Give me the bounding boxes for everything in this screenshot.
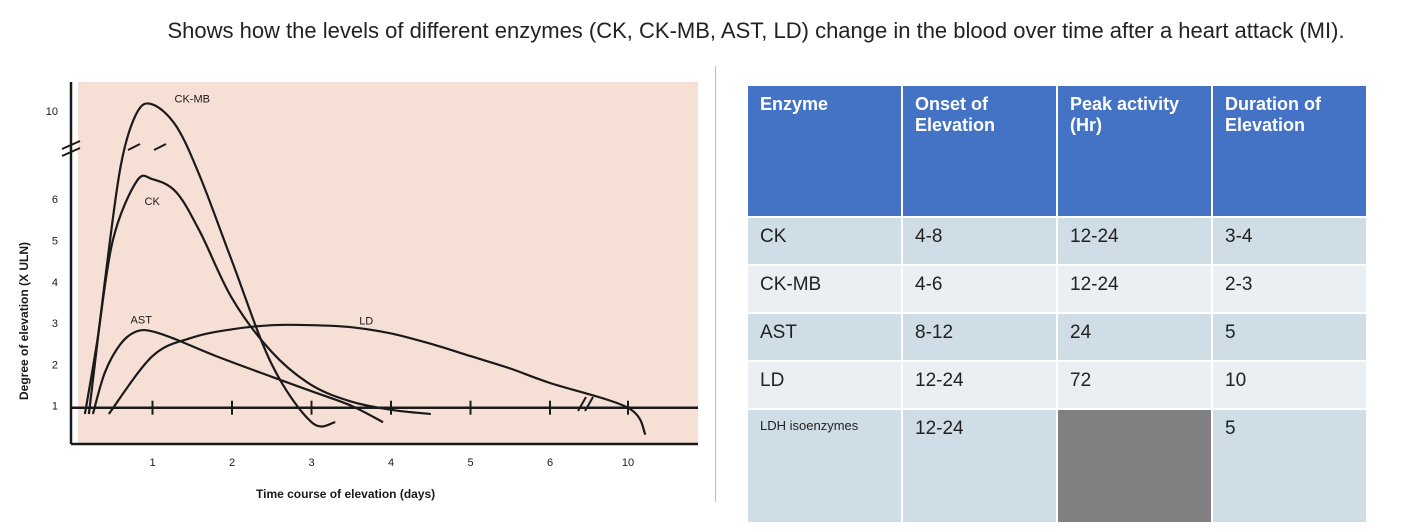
table-row: LD 12-24 72 10: [746, 360, 1368, 410]
cell-peak: 12-24: [1056, 216, 1213, 266]
series-line-ck-mb: [87, 102, 336, 428]
cell-peak: 24: [1056, 312, 1213, 362]
y-tick-label: 2: [52, 359, 58, 371]
cell-enzyme: LDH isoenzymes: [746, 408, 903, 524]
series-line-ast: [91, 328, 384, 424]
x-tick-label: 6: [547, 457, 553, 469]
y-tick-label: 1: [52, 401, 58, 413]
cell-onset: 4-8: [901, 216, 1058, 266]
x-tick-label: 3: [308, 457, 314, 469]
cell-peak: 72: [1056, 360, 1213, 410]
y-tick-label: 10: [46, 106, 58, 118]
x-axis-break-mark: [584, 396, 594, 412]
cell-onset: 8-12: [901, 312, 1058, 362]
table-row: CK-MB 4-6 12-24 2-3: [746, 264, 1368, 314]
y-tick-label: 3: [52, 318, 58, 330]
enzyme-elevation-chart: CK-MB CK AST LD 1 2 3 4 5 6 10 1 2 3 4 5 6 10 Time cours…: [17, 82, 698, 501]
col-header-onset: Onset of Elevation: [901, 84, 1058, 218]
series-label-ld: LD: [359, 315, 373, 327]
y-tick-label: 4: [52, 277, 58, 289]
table-row: LDH isoenzymes 12-24 5: [746, 408, 1368, 524]
panel-divider: [715, 66, 716, 502]
curve-break-mark: [153, 143, 167, 151]
cell-duration: 3-4: [1211, 216, 1368, 266]
series-label-ast: AST: [131, 314, 153, 326]
cell-duration: 2-3: [1211, 264, 1368, 314]
col-header-peak: Peak activity (Hr): [1056, 84, 1213, 218]
cell-enzyme: LD: [746, 360, 903, 410]
y-axis-break-mark: [61, 140, 81, 150]
cell-onset: 4-6: [901, 264, 1058, 314]
cell-duration: 5: [1211, 408, 1368, 524]
y-axis-label: Degree of elevation (X ULN): [17, 242, 31, 400]
enzyme-table: Enzyme Onset of Elevation Peak activity …: [746, 84, 1368, 524]
cell-duration: 10: [1211, 360, 1368, 410]
y-tick-label: 6: [52, 194, 58, 206]
col-header-duration: Duration of Elevation: [1211, 84, 1368, 218]
cell-duration: 5: [1211, 312, 1368, 362]
cell-onset: 12-24: [901, 408, 1058, 524]
cell-peak-blank: [1056, 408, 1213, 524]
series-label-ck: CK: [145, 196, 161, 208]
table-row: AST 8-12 24 5: [746, 312, 1368, 362]
cell-enzyme: CK-MB: [746, 264, 903, 314]
series-line-ck: [83, 174, 431, 416]
cell-enzyme: CK: [746, 216, 903, 266]
page-caption: Shows how the levels of different enzyme…: [167, 18, 1345, 43]
x-tick-label: 2: [229, 457, 235, 469]
series-line-ld: [107, 323, 647, 436]
series-label-ck-mb: CK-MB: [175, 93, 210, 105]
y-tick-label: 5: [52, 236, 58, 248]
cell-onset: 12-24: [901, 360, 1058, 410]
x-axis-label: Time course of elevation (days): [256, 487, 435, 501]
cell-peak: 12-24: [1056, 264, 1213, 314]
curve-break-mark: [127, 143, 141, 151]
x-axis-break-mark: [577, 396, 587, 412]
chart-plot-panel: [78, 82, 698, 444]
col-header-enzyme: Enzyme: [746, 84, 903, 218]
cell-enzyme: AST: [746, 312, 903, 362]
x-tick-label: 4: [388, 457, 394, 469]
y-axis-break-mark: [61, 147, 81, 157]
x-tick-label: 10: [622, 457, 634, 469]
table-header-row: Enzyme Onset of Elevation Peak activity …: [746, 84, 1368, 218]
x-tick-label: 5: [467, 457, 473, 469]
table-row: CK 4-8 12-24 3-4: [746, 216, 1368, 266]
x-tick-label: 1: [149, 457, 155, 469]
